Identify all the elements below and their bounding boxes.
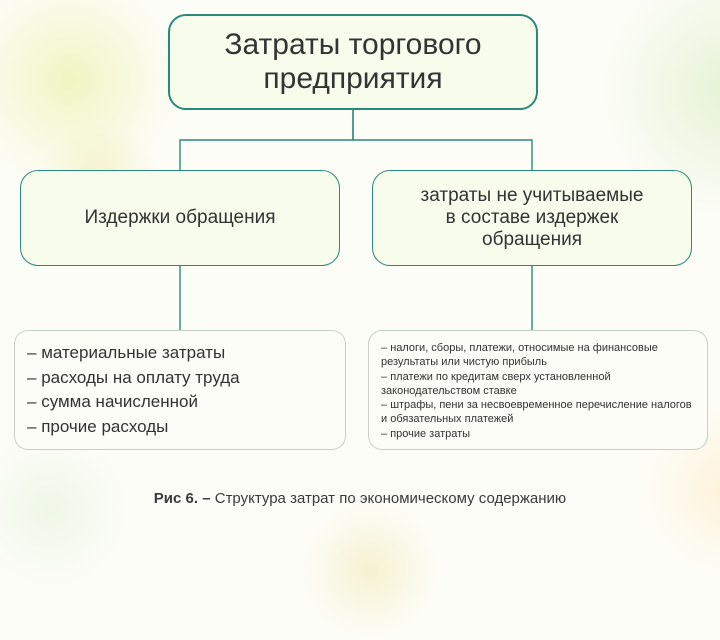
- leaf-left-list: материальные затратырасходы на оплату тр…: [27, 341, 240, 440]
- list-item: материальные затраты: [27, 341, 240, 366]
- diagram-root: Затраты торговогопредприятия Издержки об…: [0, 0, 720, 540]
- figure-caption: Рис 6. – Структура затрат по экономическ…: [0, 490, 720, 507]
- node-mid-right-text: затраты не учитываемыев составе издержек…: [421, 185, 644, 251]
- list-item: платежи по кредитам сверх установленной …: [381, 370, 695, 399]
- list-item: налоги, сборы, платежи, относимые на фин…: [381, 341, 695, 370]
- node-root: Затраты торговогопредприятия: [168, 14, 538, 110]
- node-mid-right: затраты не учитываемыев составе издержек…: [372, 170, 692, 266]
- list-item: сумма начисленной: [27, 390, 240, 415]
- node-mid-left-text: Издержки обращения: [84, 207, 275, 229]
- list-item: прочие затраты: [381, 427, 695, 441]
- list-item: прочие расходы: [27, 415, 240, 440]
- node-leaf-right: налоги, сборы, платежи, относимые на фин…: [368, 330, 708, 450]
- caption-prefix: Рис 6. –: [154, 490, 215, 507]
- leaf-right-list: налоги, сборы, платежи, относимые на фин…: [381, 341, 695, 441]
- node-leaf-left: материальные затратырасходы на оплату тр…: [14, 330, 346, 450]
- node-root-text: Затраты торговогопредприятия: [224, 28, 481, 96]
- list-item: расходы на оплату труда: [27, 366, 240, 391]
- list-item: штрафы, пени за несвоевременное перечисл…: [381, 398, 695, 427]
- caption-text: Структура затрат по экономическому содер…: [215, 490, 566, 507]
- node-mid-left: Издержки обращения: [20, 170, 340, 266]
